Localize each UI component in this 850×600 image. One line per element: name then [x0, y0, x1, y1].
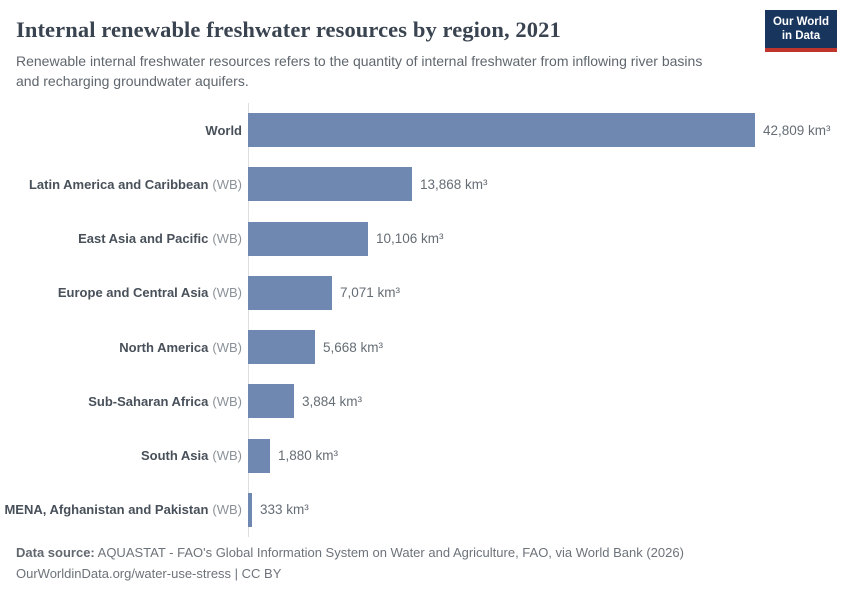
value-label: 42,809 km³ [763, 122, 831, 138]
bar-chart: World 42,809 km³ Latin America and Carib… [0, 103, 850, 537]
bar[interactable] [248, 330, 315, 365]
license-line: OurWorldinData.org/water-use-stress | CC… [16, 565, 282, 581]
category-name: World [205, 122, 242, 138]
category-label: East Asia and Pacific (WB) [0, 231, 248, 246]
bar[interactable] [248, 384, 294, 419]
category-suffix: (WB) [212, 285, 242, 301]
data-source-label: Data source: [16, 545, 95, 560]
category-label: North America (WB) [0, 340, 248, 355]
value-label: 13,868 km³ [420, 176, 488, 192]
bar-track: 7,071 km³ [248, 266, 850, 320]
owid-logo[interactable]: Our World in Data [764, 10, 837, 52]
bar-track: 13,868 km³ [248, 157, 850, 211]
category-name: Latin America and Caribbean [28, 176, 209, 192]
owid-logo-line1: Our World [772, 16, 829, 28]
category-name: North America [119, 339, 209, 355]
bar[interactable] [248, 221, 368, 256]
data-source-line: Data source: AQUASTAT - FAO's Global Inf… [16, 543, 834, 564]
category-name: Sub-Saharan Africa [88, 393, 209, 409]
bar-row: South Asia (WB) 1,880 km³ [0, 429, 850, 483]
y-axis-line [248, 103, 249, 537]
category-label: Europe and Central Asia (WB) [0, 285, 248, 300]
category-suffix: (WB) [212, 339, 242, 355]
bar-row: World 42,809 km³ [0, 103, 850, 157]
category-suffix: (WB) [212, 176, 242, 192]
data-source-text: AQUASTAT - FAO's Global Information Syst… [94, 545, 684, 560]
category-label: MENA, Afghanistan and Pakistan (WB) [0, 502, 248, 517]
category-suffix: (WB) [212, 502, 242, 518]
bar[interactable] [248, 438, 270, 473]
category-label: Latin America and Caribbean (WB) [0, 177, 248, 192]
value-label: 3,884 km³ [302, 393, 363, 409]
bar[interactable] [248, 167, 412, 202]
chart-subtitle: Renewable internal freshwater resources … [16, 53, 703, 90]
bar-track: 42,809 km³ [248, 103, 850, 157]
bar-track: 5,668 km³ [248, 320, 850, 374]
category-name: East Asia and Pacific [78, 231, 209, 247]
bar-track: 10,106 km³ [248, 212, 850, 266]
value-label: 7,071 km³ [340, 285, 401, 301]
category-label: World [0, 123, 248, 138]
category-label: Sub-Saharan Africa (WB) [0, 394, 248, 409]
bar[interactable] [248, 113, 755, 148]
bar-row: East Asia and Pacific (WB) 10,106 km³ [0, 212, 850, 266]
category-suffix: (WB) [212, 231, 242, 247]
chart-footer: Data source: AQUASTAT - FAO's Global Inf… [16, 543, 834, 584]
value-label: 5,668 km³ [323, 339, 384, 355]
bar-row: Latin America and Caribbean (WB) 13,868 k… [0, 157, 850, 211]
value-label: 1,880 km³ [278, 448, 339, 464]
bar-track: 333 km³ [248, 483, 850, 537]
bar-row: Europe and Central Asia (WB) 7,071 km³ [0, 266, 850, 320]
bar-row: MENA, Afghanistan and Pakistan (WB) 333 k… [0, 483, 850, 537]
bar-track: 1,880 km³ [248, 429, 850, 483]
chart-title: Internal renewable freshwater resources … [16, 17, 561, 42]
bar[interactable] [248, 492, 252, 527]
category-name: MENA, Afghanistan and Pakistan [4, 502, 209, 518]
bar-row: North America (WB) 5,668 km³ [0, 320, 850, 374]
category-name: South Asia [140, 448, 209, 464]
category-suffix: (WB) [212, 448, 242, 464]
category-label: South Asia (WB) [0, 448, 248, 463]
bar-track: 3,884 km³ [248, 374, 850, 428]
bar[interactable] [248, 275, 332, 310]
category-suffix: (WB) [212, 393, 242, 409]
value-label: 333 km³ [260, 502, 309, 518]
chart-header: Internal renewable freshwater resources … [0, 0, 850, 92]
value-label: 10,106 km³ [376, 231, 444, 247]
category-name: Europe and Central Asia [57, 285, 209, 301]
owid-logo-line2: in Data [781, 30, 821, 43]
bar-row: Sub-Saharan Africa (WB) 3,884 km³ [0, 374, 850, 428]
